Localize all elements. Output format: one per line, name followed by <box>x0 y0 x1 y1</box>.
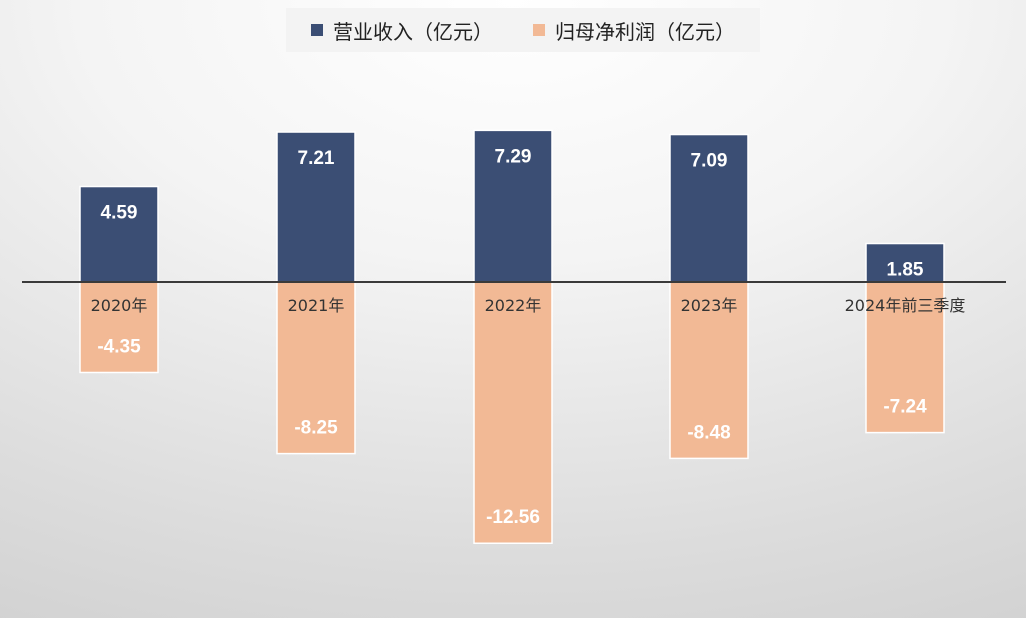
data-label-net-profit: -8.48 <box>687 422 730 443</box>
legend-item-revenue: 营业收入（亿元） <box>311 16 493 45</box>
data-label-revenue: 7.21 <box>298 148 335 169</box>
bar-revenue <box>473 129 553 283</box>
category-label: 2023年 <box>681 296 738 315</box>
legend-item-net-profit: 归母净利润（亿元） <box>533 16 735 45</box>
category-label: 2024年前三季度 <box>845 296 966 315</box>
legend: 营业收入（亿元） 归母净利润（亿元） <box>286 8 760 52</box>
data-label-net-profit: -7.24 <box>883 397 927 418</box>
data-label-net-profit: -4.35 <box>97 336 141 357</box>
bar-net-profit <box>473 281 553 544</box>
legend-label-net-profit: 归母净利润（亿元） <box>555 19 735 44</box>
bar-net-profit <box>79 281 159 374</box>
data-label-net-profit: -8.25 <box>294 418 338 439</box>
legend-label-revenue: 营业收入（亿元） <box>333 19 493 44</box>
data-label-net-profit: -12.56 <box>486 507 540 528</box>
bar-revenue <box>669 133 749 283</box>
legend-swatch-revenue <box>311 24 323 36</box>
data-label-revenue: 7.09 <box>691 151 728 172</box>
bar-revenue <box>276 131 356 283</box>
legend-swatch-net-profit <box>533 24 545 36</box>
bar-revenue <box>79 185 159 283</box>
category-label: 2020年 <box>91 296 148 315</box>
data-label-revenue: 1.85 <box>887 260 924 281</box>
data-label-revenue: 4.59 <box>101 203 138 224</box>
bar-net-profit <box>865 281 945 434</box>
bar-revenue <box>865 242 945 283</box>
category-label: 2022年 <box>485 296 542 315</box>
category-label: 2021年 <box>288 296 345 315</box>
bar-net-profit <box>276 281 356 455</box>
data-label-revenue: 7.29 <box>495 146 532 167</box>
